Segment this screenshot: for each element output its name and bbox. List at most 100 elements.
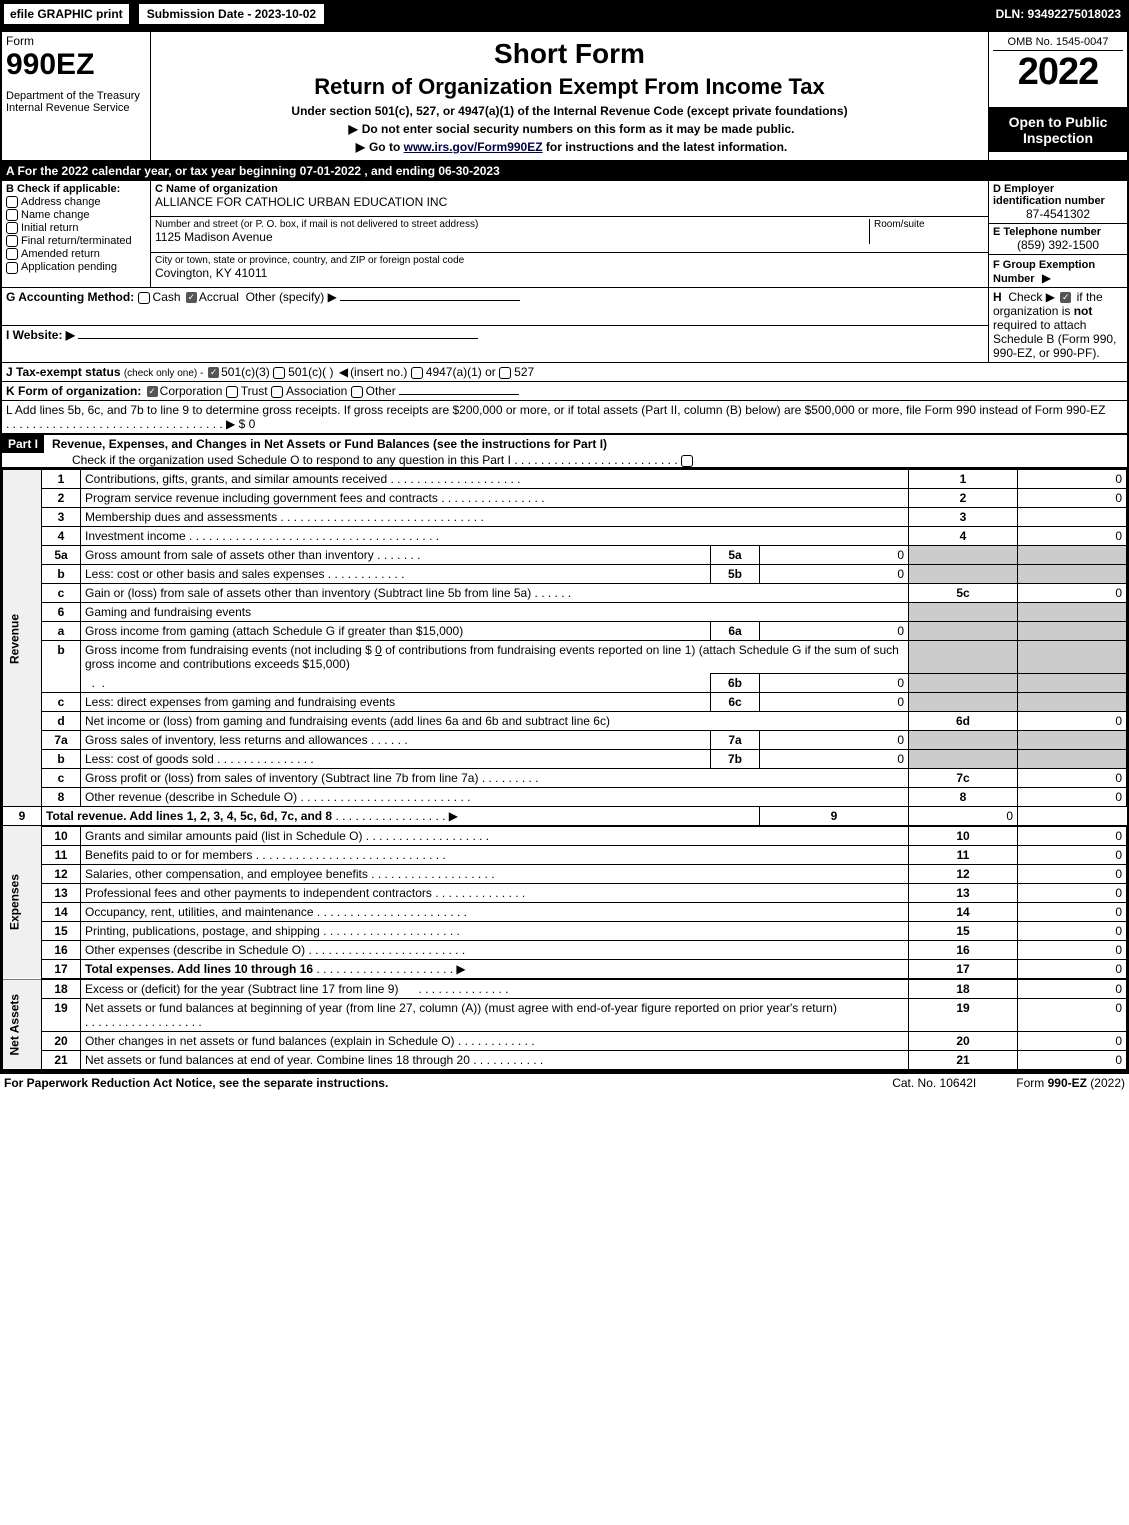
line-15-value: 0: [1018, 922, 1127, 941]
dept-label: Department of the Treasury: [6, 90, 146, 102]
checkbox-amended-return[interactable]: [6, 248, 18, 260]
checkbox-application-pending[interactable]: [6, 262, 18, 274]
line-8-value: 0: [1018, 788, 1127, 807]
line-7c-value: 0: [1018, 769, 1127, 788]
line-20-value: 0: [1018, 1032, 1127, 1051]
form-subtitle-2: Do not enter social security numbers on …: [362, 122, 795, 136]
line-12-value: 0: [1018, 865, 1127, 884]
section-c-name: C Name of organization ALLIANCE FOR CATH…: [151, 181, 989, 217]
checkbox-address-change[interactable]: [6, 196, 18, 208]
line-6c-value: 0: [760, 693, 909, 712]
line-16-value: 0: [1018, 941, 1127, 960]
line-18-value: 0: [1018, 979, 1127, 999]
irs-label: Internal Revenue Service: [6, 102, 146, 114]
form-header-left: Form 990EZ Department of the Treasury In…: [1, 31, 151, 161]
part-1-title: Revenue, Expenses, and Changes in Net As…: [52, 437, 607, 451]
footer-form-ref: Form 990-EZ (2022): [1016, 1076, 1125, 1090]
section-j-label: J Tax-exempt status: [6, 365, 121, 379]
tax-year: 2022: [993, 51, 1123, 94]
line-2-value: 0: [1018, 489, 1127, 508]
checkbox-h[interactable]: ✓: [1060, 292, 1071, 303]
line-11-value: 0: [1018, 846, 1127, 865]
line-21-value: 0: [1018, 1051, 1127, 1070]
checkbox-accrual[interactable]: ✓: [186, 292, 197, 303]
line-13-value: 0: [1018, 884, 1127, 903]
city-state-zip: Covington, KY 41011: [155, 266, 984, 280]
section-c-street: Number and street (or P. O. box, if mail…: [151, 217, 989, 252]
part-1-check-note: Check if the organization used Schedule …: [72, 453, 511, 467]
checkbox-4947[interactable]: [411, 367, 423, 379]
line-3-value: [1018, 508, 1127, 527]
line-6a-value: 0: [760, 622, 909, 641]
line-7b-value: 0: [760, 750, 909, 769]
efile-print-link[interactable]: efile GRAPHIC print: [2, 2, 131, 26]
line-6b-value: 0: [760, 674, 909, 693]
checkbox-association[interactable]: [271, 386, 283, 398]
section-b-checkboxes: B Check if applicable: Address change Na…: [1, 181, 151, 288]
line-1-value: 0: [1018, 470, 1127, 489]
line-7a-value: 0: [760, 731, 909, 750]
room-suite-label: Room/suite: [874, 219, 984, 230]
footer: For Paperwork Reduction Act Notice, see …: [0, 1072, 1129, 1092]
line-19-value: 0: [1018, 999, 1127, 1032]
top-bar: efile GRAPHIC print Submission Date - 20…: [0, 0, 1129, 30]
open-inspection-label: Open to Public Inspection: [989, 108, 1127, 152]
form-subtitle-1: Under section 501(c), 527, or 4947(a)(1)…: [155, 104, 984, 118]
section-k-label: K Form of organization:: [6, 384, 141, 398]
street-address: 1125 Madison Avenue: [155, 230, 869, 244]
form-header-center: Short Form Return of Organization Exempt…: [151, 31, 989, 161]
line-17-value: 0: [1018, 960, 1127, 980]
expenses-label: Expenses: [3, 826, 42, 979]
checkbox-527[interactable]: [499, 367, 511, 379]
form-word: Form: [6, 34, 34, 48]
section-h: H Check ▶ ✓ if the organization is not r…: [989, 288, 1129, 363]
form-title-1: Short Form: [155, 38, 984, 70]
checkbox-other-org[interactable]: [351, 386, 363, 398]
line-5b-value: 0: [760, 565, 909, 584]
revenue-label: Revenue: [3, 470, 42, 807]
line-14-value: 0: [1018, 903, 1127, 922]
net-assets-label: Net Assets: [3, 979, 42, 1070]
line-5a-value: 0: [760, 546, 909, 565]
checkbox-501c3[interactable]: ✓: [208, 367, 219, 378]
telephone-value: (859) 392-1500: [993, 238, 1123, 252]
checkbox-final-return[interactable]: [6, 235, 18, 247]
form-subtitle-3-suffix: for instructions and the latest informat…: [543, 140, 788, 154]
form-subtitle-3-prefix: Go to: [369, 140, 404, 154]
section-i-label: I Website: ▶: [6, 328, 75, 342]
section-c-city: City or town, state or province, country…: [151, 252, 989, 287]
footer-catalog: Cat. No. 10642I: [892, 1076, 976, 1090]
checkbox-name-change[interactable]: [6, 209, 18, 221]
checkbox-cash[interactable]: [138, 292, 150, 304]
checkbox-trust[interactable]: [226, 386, 238, 398]
ein-value: 87-4541302: [993, 207, 1123, 221]
footer-notice: For Paperwork Reduction Act Notice, see …: [4, 1076, 388, 1090]
line-6b-contrib: 0: [375, 643, 382, 657]
line-4-value: 0: [1018, 527, 1127, 546]
line-9-value: 0: [909, 807, 1018, 827]
section-d-label: D Employer identification number: [993, 183, 1123, 207]
org-name: ALLIANCE FOR CATHOLIC URBAN EDUCATION IN…: [155, 195, 984, 209]
section-l-text: L Add lines 5b, 6c, and 7b to line 9 to …: [6, 403, 1105, 417]
part-1-header: Part I: [2, 435, 44, 453]
form-title-2: Return of Organization Exempt From Incom…: [155, 74, 984, 100]
website-input[interactable]: [78, 338, 478, 339]
section-l-value: $ 0: [239, 417, 256, 431]
checkbox-initial-return[interactable]: [6, 222, 18, 234]
line-6d-value: 0: [1018, 712, 1127, 731]
line-5c-value: 0: [1018, 584, 1127, 603]
checkbox-schedule-o[interactable]: [681, 455, 693, 467]
submission-date-label: Submission Date - 2023-10-02: [137, 2, 326, 26]
dln-label: DLN: 93492275018023: [988, 4, 1129, 24]
line-10-value: 0: [1018, 826, 1127, 846]
checkbox-corporation[interactable]: ✓: [147, 386, 158, 397]
section-g-label: G Accounting Method:: [6, 290, 134, 304]
section-e-label: E Telephone number: [993, 226, 1123, 238]
omb-label: OMB No. 1545-0047: [993, 34, 1123, 51]
irs-link[interactable]: www.irs.gov/Form990EZ: [404, 140, 543, 154]
form-header-right: OMB No. 1545-0047 2022: [989, 31, 1129, 108]
form-number: 990EZ: [6, 48, 146, 82]
section-a-tax-year: A For the 2022 calendar year, or tax yea…: [1, 161, 1128, 181]
section-b-label: B Check if applicable:: [6, 183, 146, 195]
checkbox-501c[interactable]: [273, 367, 285, 379]
